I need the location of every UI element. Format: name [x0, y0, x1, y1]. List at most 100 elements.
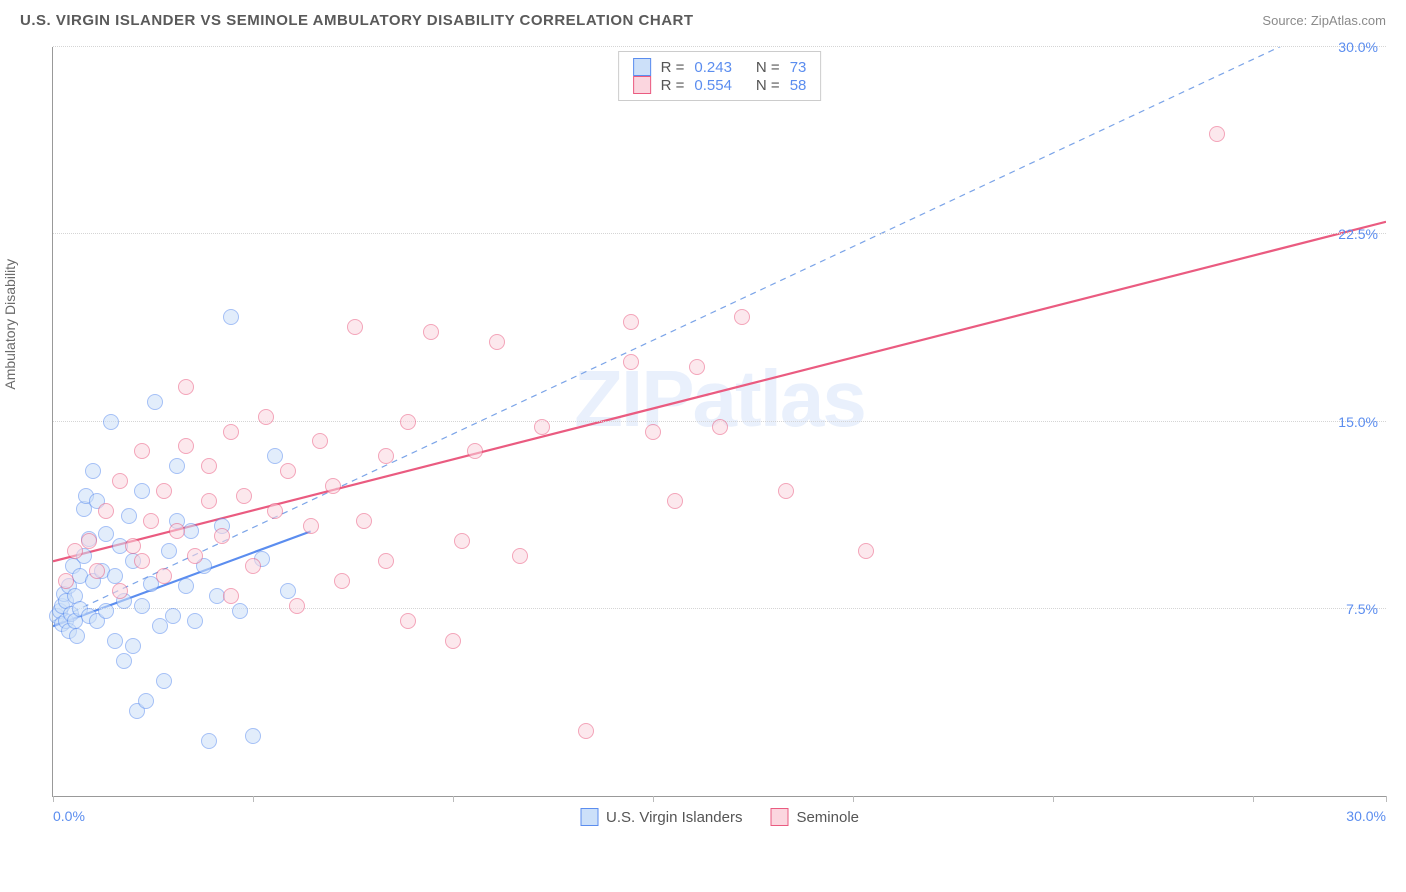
- scatter-point: [858, 543, 874, 559]
- gridline-h: [53, 608, 1386, 609]
- chart-area: Ambulatory Disability ZIPatlas R =0.243N…: [0, 37, 1406, 857]
- scatter-point: [89, 563, 105, 579]
- scatter-point: [445, 633, 461, 649]
- scatter-point: [138, 693, 154, 709]
- scatter-point: [156, 483, 172, 499]
- scatter-point: [112, 583, 128, 599]
- scatter-point: [112, 473, 128, 489]
- scatter-point: [134, 598, 150, 614]
- scatter-point: [134, 483, 150, 499]
- scatter-point: [623, 354, 639, 370]
- scatter-point: [245, 558, 261, 574]
- scatter-point: [165, 608, 181, 624]
- series-legend-item: Seminole: [770, 808, 859, 826]
- scatter-point: [58, 573, 74, 589]
- scatter-point: [489, 334, 505, 350]
- legend-n-value: 58: [790, 77, 807, 94]
- scatter-point: [178, 438, 194, 454]
- y-tick-label: 15.0%: [1338, 414, 1378, 430]
- y-tick-label: 30.0%: [1338, 39, 1378, 55]
- scatter-point: [378, 448, 394, 464]
- legend-swatch: [580, 808, 598, 826]
- scatter-point: [156, 568, 172, 584]
- legend-swatch: [633, 76, 651, 94]
- x-tick: [853, 796, 854, 802]
- source-link[interactable]: ZipAtlas.com: [1311, 13, 1386, 28]
- scatter-point: [69, 628, 85, 644]
- y-tick-label: 7.5%: [1346, 601, 1378, 617]
- scatter-point: [169, 523, 185, 539]
- legend-swatch: [770, 808, 788, 826]
- scatter-point: [400, 613, 416, 629]
- scatter-point: [303, 518, 319, 534]
- chart-title: U.S. VIRGIN ISLANDER VS SEMINOLE AMBULAT…: [20, 12, 694, 29]
- scatter-point: [236, 488, 252, 504]
- legend-row: R =0.243N =73: [633, 58, 807, 76]
- scatter-point: [334, 573, 350, 589]
- x-tick: [1053, 796, 1054, 802]
- scatter-point: [467, 443, 483, 459]
- scatter-point: [178, 578, 194, 594]
- scatter-point: [267, 448, 283, 464]
- scatter-point: [667, 493, 683, 509]
- legend-r-value: 0.243: [694, 59, 732, 76]
- x-tick: [653, 796, 654, 802]
- scatter-point: [143, 513, 159, 529]
- scatter-point: [400, 414, 416, 430]
- x-tick-label: 0.0%: [53, 808, 85, 824]
- scatter-point: [125, 538, 141, 554]
- scatter-point: [356, 513, 372, 529]
- scatter-point: [178, 379, 194, 395]
- scatter-point: [81, 533, 97, 549]
- scatter-point: [454, 533, 470, 549]
- scatter-point: [201, 458, 217, 474]
- scatter-point: [223, 309, 239, 325]
- scatter-point: [103, 414, 119, 430]
- legend-n-label: N =: [756, 59, 780, 76]
- scatter-point: [734, 309, 750, 325]
- legend-swatch: [633, 58, 651, 76]
- source-credit: Source: ZipAtlas.com: [1262, 13, 1386, 28]
- scatter-point: [214, 528, 230, 544]
- scatter-point: [223, 424, 239, 440]
- scatter-point: [347, 319, 363, 335]
- scatter-point: [67, 543, 83, 559]
- correlation-legend: R = 0.243 N = 73R = 0.554 N = 58: [618, 51, 822, 101]
- gridline-h: [53, 46, 1386, 47]
- scatter-point: [712, 419, 728, 435]
- x-tick: [453, 796, 454, 802]
- scatter-point: [778, 483, 794, 499]
- legend-r-value: 0.554: [694, 77, 732, 94]
- scatter-point: [134, 443, 150, 459]
- x-tick: [53, 796, 54, 802]
- scatter-point: [325, 478, 341, 494]
- x-tick: [1386, 796, 1387, 802]
- x-tick: [253, 796, 254, 802]
- scatter-point: [267, 503, 283, 519]
- x-tick: [1253, 796, 1254, 802]
- scatter-point: [107, 568, 123, 584]
- y-tick-label: 22.5%: [1338, 226, 1378, 242]
- scatter-point: [187, 548, 203, 564]
- legend-r-label: R =: [661, 77, 685, 94]
- series-name: U.S. Virgin Islanders: [606, 809, 742, 826]
- legend-n-label: N =: [756, 77, 780, 94]
- series-legend-item: U.S. Virgin Islanders: [580, 808, 742, 826]
- scatter-point: [187, 613, 203, 629]
- scatter-point: [512, 548, 528, 564]
- scatter-point: [623, 314, 639, 330]
- scatter-point: [223, 588, 239, 604]
- scatter-point: [201, 733, 217, 749]
- scatter-point: [645, 424, 661, 440]
- scatter-point: [98, 526, 114, 542]
- legend-row: R = 0.554 N = 58: [633, 76, 807, 94]
- gridline-h: [53, 233, 1386, 234]
- scatter-point: [125, 638, 141, 654]
- scatter-point: [1209, 126, 1225, 142]
- scatter-point: [578, 723, 594, 739]
- scatter-point: [85, 463, 101, 479]
- scatter-point: [280, 463, 296, 479]
- legend-n-value: 73: [790, 59, 807, 76]
- scatter-point: [258, 409, 274, 425]
- scatter-point: [134, 553, 150, 569]
